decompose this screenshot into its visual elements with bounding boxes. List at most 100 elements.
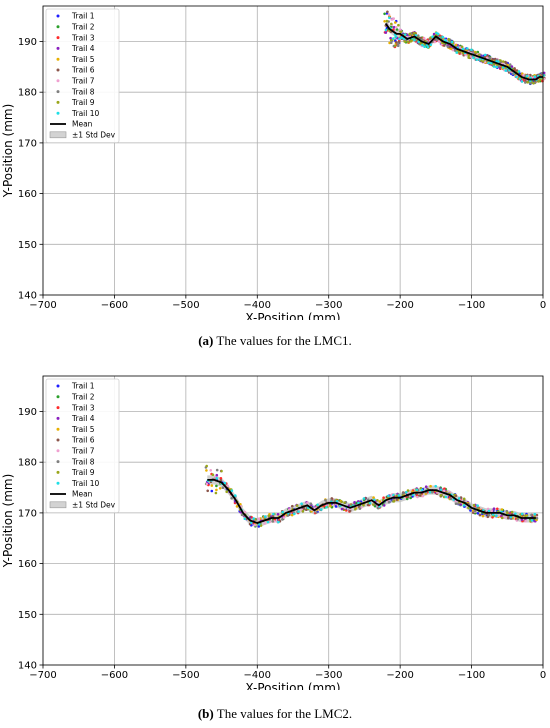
data-point — [301, 510, 305, 513]
y-tick-label: 180 — [18, 88, 37, 99]
data-point — [277, 520, 280, 524]
data-point — [397, 23, 400, 27]
data-point — [320, 508, 323, 511]
data-point — [476, 512, 480, 515]
data-point — [541, 79, 544, 83]
data-point — [454, 43, 458, 47]
data-point — [297, 510, 300, 513]
data-point — [219, 477, 223, 480]
y-tick-label: 150 — [18, 610, 37, 621]
y-axis-label: Y-Position (mm) — [1, 104, 15, 199]
data-point — [215, 488, 218, 492]
data-point — [491, 58, 495, 61]
data-point — [485, 56, 489, 60]
data-point — [421, 43, 424, 47]
data-point — [257, 525, 261, 528]
plot-frame — [42, 5, 544, 296]
legend-label: Trail 10 — [71, 479, 99, 488]
data-point — [496, 507, 499, 511]
data-point — [394, 44, 397, 47]
data-point — [442, 44, 446, 47]
data-point — [538, 78, 542, 81]
y-tick-label: 140 — [18, 661, 37, 672]
data-point — [286, 514, 290, 517]
caption-lmc2: (b) The values for the LMC2. — [0, 706, 550, 722]
data-point — [267, 514, 271, 518]
data-point — [382, 504, 386, 507]
data-point — [276, 513, 280, 516]
data-point — [400, 36, 404, 39]
data-point — [384, 31, 388, 34]
legend-label: Trail 5 — [71, 55, 95, 64]
data-point — [226, 484, 229, 488]
data-point — [520, 80, 524, 83]
data-point — [460, 45, 464, 49]
data-point — [405, 497, 409, 501]
data-point — [505, 61, 508, 65]
data-point — [390, 22, 393, 26]
data-point — [430, 491, 434, 494]
data-point — [514, 512, 517, 515]
data-point — [206, 489, 209, 493]
data-point — [413, 38, 416, 42]
data-point — [409, 496, 413, 500]
legend-label: Trail 2 — [71, 393, 95, 402]
data-point — [394, 21, 397, 24]
legend-label: ±1 Std Dev — [72, 131, 116, 140]
x-tick-label: −400 — [244, 300, 271, 311]
data-point — [281, 510, 285, 514]
data-point — [300, 502, 303, 505]
data-point — [432, 32, 436, 36]
data-point — [340, 507, 344, 511]
data-point — [210, 484, 214, 487]
data-point — [520, 512, 524, 516]
data-point — [453, 49, 457, 52]
data-point — [398, 37, 401, 41]
data-point — [487, 509, 491, 513]
data-point — [392, 37, 395, 40]
data-point — [387, 13, 391, 16]
data-point — [510, 510, 514, 514]
x-tick-label: −500 — [172, 300, 199, 311]
data-point — [290, 513, 294, 517]
data-point — [330, 497, 334, 500]
data-point — [446, 45, 450, 48]
data-point — [394, 35, 398, 38]
legend-marker — [56, 460, 60, 464]
data-point — [281, 518, 284, 521]
data-point — [258, 522, 261, 526]
legend-label: Trail 8 — [71, 457, 95, 466]
data-point — [439, 488, 443, 492]
legend-marker — [56, 14, 60, 18]
series-trail-10 — [206, 477, 537, 526]
data-point — [395, 28, 399, 31]
caption-text-b: The values for the LMC2. — [216, 706, 353, 721]
plot-frame — [42, 375, 544, 666]
data-point — [495, 65, 498, 69]
data-point — [449, 497, 453, 501]
legend-marker — [56, 470, 60, 474]
data-point — [385, 19, 389, 23]
data-point — [462, 504, 466, 507]
data-point — [243, 511, 247, 514]
caption-label-b: (b) — [197, 706, 214, 721]
data-point — [343, 501, 346, 504]
data-point — [316, 503, 319, 507]
data-point — [462, 497, 466, 501]
data-point — [423, 43, 426, 47]
data-point — [266, 520, 270, 524]
data-point — [495, 514, 498, 517]
data-point — [395, 498, 399, 501]
data-point — [469, 509, 472, 512]
data-point — [467, 54, 471, 57]
data-point — [429, 43, 433, 46]
data-point — [387, 500, 391, 504]
y-tick-label: 170 — [18, 508, 37, 519]
data-point — [529, 76, 532, 80]
data-point — [425, 44, 429, 47]
caption-label-a: (a) — [198, 333, 214, 348]
data-point — [210, 489, 214, 493]
legend-label: Mean — [72, 490, 93, 499]
legend-label: Trail 1 — [71, 382, 95, 391]
data-point — [291, 504, 294, 508]
